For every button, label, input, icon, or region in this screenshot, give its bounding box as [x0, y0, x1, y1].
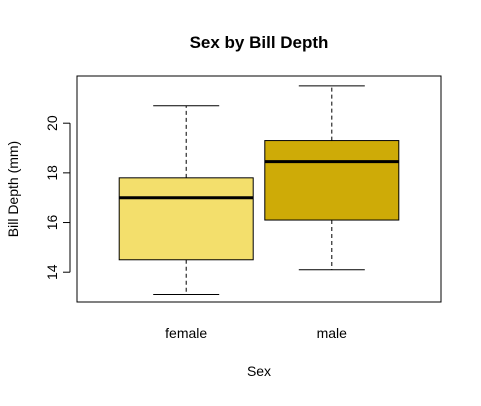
- iqr-box: [264, 140, 400, 221]
- box-male: [264, 85, 400, 271]
- iqr-box: [118, 177, 254, 261]
- y-axis: 14 16 18 20: [44, 115, 71, 280]
- boxes-group: [118, 85, 400, 296]
- chart-title: Sex by Bill Depth: [190, 33, 329, 52]
- y-tick-label: 18: [44, 165, 60, 181]
- y-axis-label: Bill Depth (mm): [5, 141, 21, 237]
- x-tick-label: male: [317, 325, 348, 341]
- x-tick-label: female: [165, 325, 207, 341]
- y-tick-label: 20: [44, 115, 60, 131]
- box-female: [118, 105, 254, 296]
- x-axis-label: Sex: [247, 363, 271, 379]
- y-tick-label: 16: [44, 215, 60, 231]
- x-axis: female male: [165, 325, 347, 341]
- plot-frame: [76, 75, 442, 303]
- y-tick-label: 14: [44, 264, 60, 280]
